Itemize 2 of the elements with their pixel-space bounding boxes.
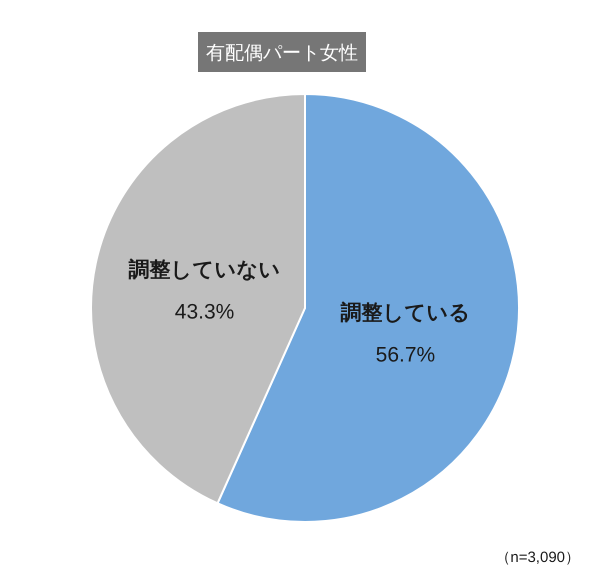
chart-title: 有配偶パート女性 [206, 43, 358, 64]
title: 有配偶パート女性 [198, 32, 366, 72]
